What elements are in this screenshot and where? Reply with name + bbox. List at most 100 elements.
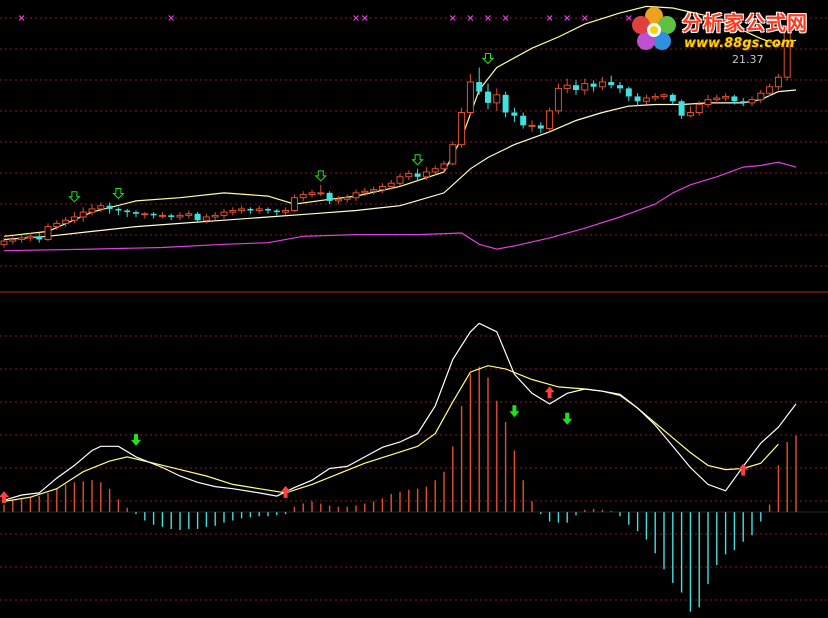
candle-6	[53, 220, 61, 230]
candle-body-51	[449, 144, 457, 165]
red-up-arrow-3	[738, 463, 749, 476]
candle-51	[449, 141, 457, 166]
candle-8	[70, 212, 78, 224]
candle-body-75	[660, 94, 668, 97]
candlestick-panel	[0, 5, 828, 267]
candle-body-57	[502, 94, 509, 113]
candle-31	[273, 208, 280, 216]
candle-body-77	[678, 101, 685, 116]
top-marker-9	[564, 15, 571, 21]
candle-50	[440, 160, 448, 172]
candle-body-60	[528, 124, 536, 127]
candle-body-8	[70, 216, 78, 221]
candle-62	[546, 107, 554, 132]
candle-84	[740, 98, 747, 107]
candle-45	[396, 173, 404, 187]
candle-body-26	[229, 210, 237, 213]
candle-body-16	[141, 213, 149, 216]
candle-79	[695, 101, 703, 116]
candle-body-59	[520, 115, 527, 126]
candle-body-31	[273, 210, 280, 213]
top-marker-1	[168, 15, 175, 21]
candle-body-79	[695, 103, 703, 114]
candle-87	[766, 83, 774, 97]
candle-body-45	[396, 176, 404, 184]
candle-1	[9, 236, 17, 245]
candle-body-46	[405, 173, 413, 178]
candle-body-5	[44, 226, 52, 240]
candle-body-49	[431, 168, 439, 173]
candle-body-29	[255, 208, 263, 212]
top-marker-0	[18, 15, 25, 21]
candle-41	[361, 188, 369, 197]
candle-body-61	[537, 125, 544, 129]
candle-body-11	[97, 205, 105, 210]
candle-22	[194, 212, 201, 222]
candle-35	[308, 189, 316, 198]
candle-body-42	[370, 189, 378, 192]
candle-body-20	[176, 214, 184, 218]
candle-2	[18, 234, 26, 243]
candle-17	[150, 212, 157, 219]
green-down-arrow-macd-2	[562, 412, 573, 425]
candle-body-34	[299, 193, 307, 199]
candle-body-0	[0, 240, 8, 245]
candle-body-48	[422, 171, 430, 178]
candle-38	[334, 196, 342, 205]
top-marker-4	[449, 15, 456, 21]
middle-band-line	[3, 89, 797, 241]
candle-body-67	[590, 83, 597, 87]
candle-body-24	[211, 214, 219, 218]
candle-66	[581, 78, 589, 95]
candle-body-78	[686, 112, 694, 117]
candle-81	[713, 94, 721, 103]
candle-body-28	[247, 208, 254, 211]
candle-4	[36, 233, 43, 243]
candle-body-35	[308, 192, 316, 195]
candle-body-21	[185, 213, 193, 216]
candle-63	[554, 83, 562, 115]
candle-83	[731, 94, 738, 105]
candle-61	[537, 122, 544, 134]
green-down-arrow-4	[481, 53, 495, 65]
candle-76	[669, 93, 676, 105]
candle-body-88	[774, 76, 782, 88]
candle-80	[704, 94, 712, 108]
candle-25	[220, 208, 228, 219]
candle-71	[625, 86, 632, 102]
candle-46	[405, 170, 413, 180]
candle-85	[748, 96, 756, 107]
flower-logo-icon	[632, 7, 676, 50]
candle-body-17	[150, 213, 157, 216]
candle-body-36	[317, 192, 325, 195]
candle-65	[573, 80, 579, 95]
candle-43	[378, 183, 386, 193]
top-marker-10	[581, 15, 588, 21]
candle-body-22	[194, 213, 201, 221]
candle-body-76	[669, 94, 676, 102]
candle-body-83	[731, 96, 738, 102]
candle-7	[62, 216, 70, 227]
green-down-arrow-macd-1	[509, 405, 520, 418]
candle-3	[26, 233, 34, 242]
candle-57	[502, 91, 509, 118]
candle-59	[520, 112, 527, 129]
candle-body-3	[26, 235, 34, 239]
top-marker-6	[485, 15, 491, 21]
candle-27	[238, 205, 246, 214]
candle-body-62	[546, 110, 554, 130]
candle-36	[317, 184, 325, 197]
candle-body-39	[343, 197, 351, 200]
candle-74	[651, 93, 659, 102]
lower-band-line	[3, 161, 797, 252]
candle-body-69	[608, 81, 615, 86]
candle-body-89	[783, 28, 791, 78]
price-label: 21.37	[732, 53, 764, 66]
candle-body-37	[326, 192, 333, 201]
candle-body-2	[18, 237, 26, 240]
candle-body-44	[387, 182, 395, 187]
candle-body-80	[704, 99, 712, 105]
candle-body-25	[220, 211, 228, 216]
candle-67	[590, 80, 597, 92]
